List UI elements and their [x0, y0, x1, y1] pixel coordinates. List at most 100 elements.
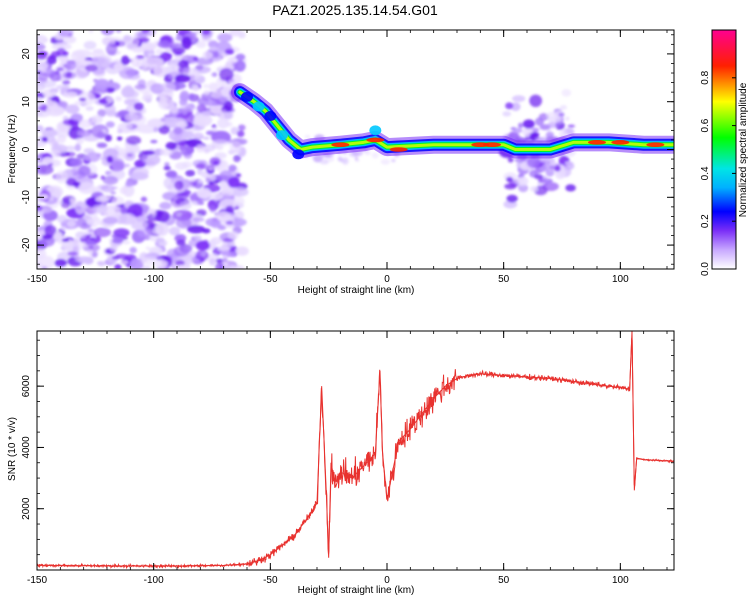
spectral-peak: [588, 140, 606, 145]
spectral-blob: [206, 37, 213, 42]
spectral-blob: [43, 38, 49, 42]
spectral-blob: [211, 57, 218, 62]
spectral-blob: [153, 65, 168, 78]
spectral-blob: [168, 128, 189, 143]
spectral-blob: [115, 253, 129, 259]
spectral-blob: [549, 165, 555, 171]
x-tick-label: 100: [612, 274, 629, 285]
spectral-blob: [113, 62, 124, 72]
spectral-blob: [91, 115, 103, 124]
spectral-peak: [483, 142, 501, 148]
spectral-blob: [371, 152, 379, 159]
spectral-blob: [233, 148, 241, 154]
spectral-blob: [185, 103, 196, 111]
spectral-blob: [235, 173, 241, 177]
spectral-blob: [209, 156, 221, 167]
spectral-blob: [319, 159, 329, 165]
spectral-blob: [165, 170, 177, 178]
spectral-blob: [304, 134, 311, 139]
spectral-blob: [561, 89, 572, 97]
spectral-blob: [210, 192, 224, 201]
spectral-blob: [554, 165, 561, 172]
spectral-blob: [529, 186, 538, 192]
spectrogram-plot-area: [37, 30, 674, 269]
spectral-blob: [37, 99, 44, 108]
spectral-blob: [217, 33, 233, 42]
spectral-blob: [514, 177, 525, 184]
snr-x-axis-label: Height of straight line (km): [298, 585, 415, 596]
spectral-blob: [145, 246, 151, 251]
spectral-blob: [534, 174, 544, 180]
spectral-blob: [133, 102, 144, 111]
colorbar-label: Normalized spectral amplitude: [738, 82, 749, 217]
colorbar-tick-label: 0.8: [700, 70, 711, 84]
spectral-blob: [193, 114, 213, 127]
spectral-blob: [179, 201, 192, 210]
spectral-blob: [55, 170, 68, 184]
spectral-blob: [111, 196, 125, 206]
spectral-blob: [78, 119, 93, 129]
spectral-blob: [176, 121, 188, 129]
spectral-blob: [157, 40, 171, 49]
x-tick-label: -150: [27, 274, 47, 285]
spectral-blob: [96, 142, 108, 149]
snr-x-axis: -150 -100 -50 0 50 100: [27, 331, 668, 586]
spectral-blob: [55, 109, 63, 115]
spectral-blob: [555, 118, 560, 122]
spectral-blob: [126, 124, 133, 129]
spectral-blob: [117, 128, 123, 134]
spectral-blob: [210, 72, 218, 77]
spectral-blob: [175, 36, 183, 41]
spectral-blob: [174, 180, 184, 191]
spectral-blob: [65, 104, 80, 115]
colorbar-tick-label: 0.4: [700, 166, 711, 180]
colorbar-tick-label: 0.2: [700, 214, 711, 228]
spectral-blob: [62, 91, 78, 99]
spectral-blob: [192, 84, 199, 92]
spectral-blob: [56, 214, 68, 224]
spectral-peak: [646, 142, 665, 148]
colorbar: 0.0 0.2 0.4 0.6 0.8 Normalized spectral ampl…: [700, 29, 749, 276]
spectral-blob: [159, 262, 166, 266]
spectral-blob: [66, 220, 76, 228]
spectral-blob: [118, 66, 136, 80]
snr-frame: [36, 330, 675, 571]
spectral-blob: [208, 40, 219, 49]
spectral-blob: [195, 240, 211, 251]
spectral-blob: [124, 163, 130, 168]
spectral-blob: [151, 210, 157, 217]
spectral-blob: [163, 177, 176, 190]
spectral-blob: [126, 153, 134, 158]
spectral-blob: [203, 90, 210, 95]
spectral-blob: [41, 129, 58, 137]
spectral-blob: [147, 52, 154, 57]
spectral-blob: [264, 111, 277, 122]
spectral-blob: [62, 79, 71, 85]
spectral-blob: [46, 101, 59, 111]
spectral-blob: [201, 30, 211, 36]
spectral-blob: [504, 183, 517, 190]
spectral-blob: [174, 162, 188, 170]
spectral-blob: [174, 78, 181, 84]
spectral-blob: [78, 91, 96, 106]
spectrogram-y-axis-label: Frequency (Hz): [7, 115, 18, 184]
spectral-blob: [115, 95, 122, 102]
snr-y-axis: 2000 4000 6000: [21, 339, 674, 556]
spectral-blob: [230, 187, 249, 197]
spectral-blob: [129, 113, 144, 122]
spectral-blob: [238, 124, 246, 131]
y-tick-label: 4000: [21, 436, 32, 459]
spectral-blob: [276, 130, 288, 141]
spectral-blob: [129, 246, 137, 254]
spectral-blob: [110, 206, 118, 211]
spectral-blob: [159, 201, 172, 210]
spectral-blob: [137, 228, 152, 238]
spectral-blob: [223, 100, 233, 113]
spectral-blob: [542, 181, 559, 192]
spectral-blob: [41, 266, 48, 269]
spectral-blob: [223, 237, 234, 243]
spectral-blob: [225, 205, 234, 213]
spectral-blob: [100, 185, 115, 193]
spectral-blob: [342, 157, 349, 165]
